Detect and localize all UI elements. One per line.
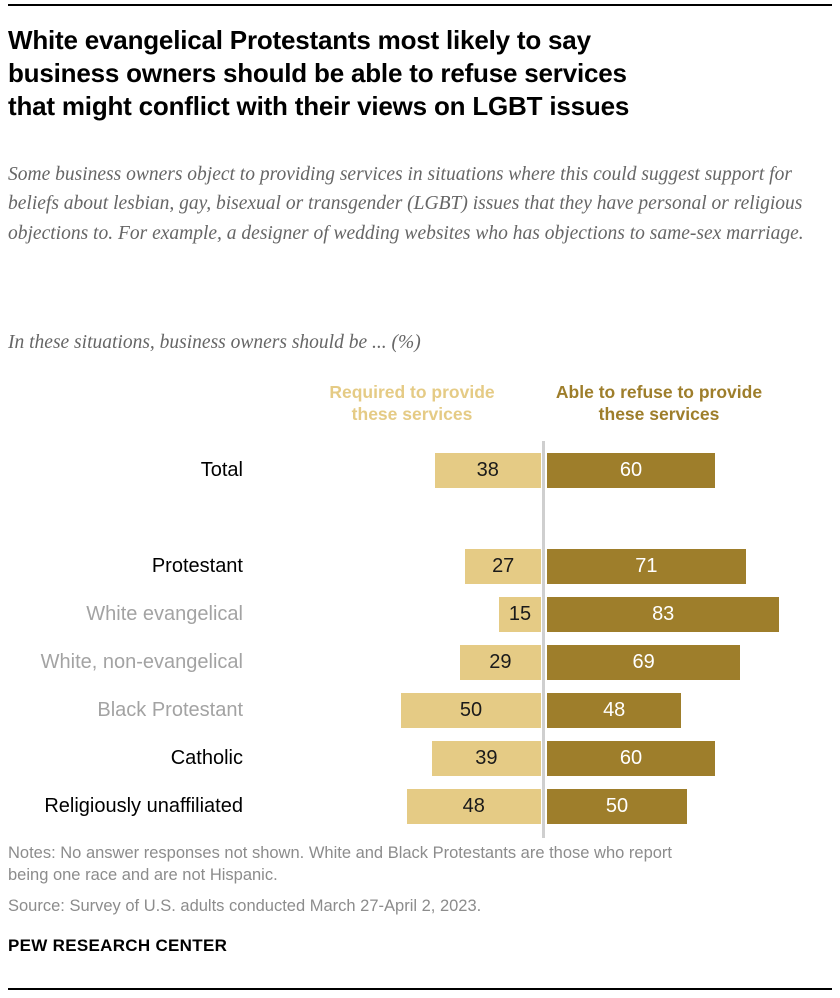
required-bar: 15 <box>499 597 541 632</box>
required-value: 50 <box>459 699 483 721</box>
refuse-bar: 48 <box>547 693 682 728</box>
refuse-value: 69 <box>632 651 655 673</box>
required-value: 15 <box>508 603 532 625</box>
required-bar: 39 <box>431 741 541 776</box>
chart-source: Source: Survey of U.S. adults conducted … <box>8 897 482 915</box>
chart-description: Some business owners object to providing… <box>8 164 804 244</box>
legend-required-header: Required to provide these services <box>329 382 495 424</box>
pew-research-center-logo: PEW RESEARCH CENTER <box>8 936 228 955</box>
refuse-value: 60 <box>619 747 643 769</box>
category-label: Black Protestant <box>97 699 243 721</box>
refuse-value: 83 <box>652 603 675 625</box>
required-value: 48 <box>462 795 485 817</box>
top-rule <box>8 4 832 6</box>
required-value: 29 <box>489 651 512 673</box>
category-label: Protestant <box>151 555 243 577</box>
required-bar: 50 <box>401 693 541 728</box>
category-label: Total <box>200 459 243 481</box>
legend-refuse-header: Able to refuse to provide these services <box>555 382 763 424</box>
refuse-bar: 69 <box>547 645 741 680</box>
question-prompt: In these situations, business owners sho… <box>8 332 421 353</box>
required-value: 38 <box>476 459 499 481</box>
category-label: White, non-evangelical <box>40 651 243 673</box>
refuse-value: 50 <box>605 795 629 817</box>
category-label: Catholic <box>170 747 243 769</box>
diverging-bar-chart: Total 38 60 Protestant 27 71 White evangelical… <box>0 453 840 825</box>
category-label: Religiously unaffiliated <box>44 795 243 817</box>
required-bar: 29 <box>459 645 541 680</box>
refuse-value: 60 <box>619 459 643 481</box>
required-bar: 38 <box>434 453 541 488</box>
bottom-rule <box>8 988 832 990</box>
category-label: White evangelical <box>86 603 243 625</box>
required-value: 39 <box>475 747 498 769</box>
page-title: White evangelical Protestants most likel… <box>8 25 630 122</box>
refuse-bar: 60 <box>547 741 715 776</box>
required-value: 27 <box>492 555 515 577</box>
refuse-bar: 60 <box>547 453 715 488</box>
required-bar: 27 <box>465 549 541 584</box>
refuse-bar: 50 <box>547 789 687 824</box>
refuse-value: 71 <box>635 555 658 577</box>
center-axis-line <box>542 441 545 838</box>
refuse-bar: 71 <box>547 549 746 584</box>
refuse-bar: 83 <box>547 597 780 632</box>
required-bar: 48 <box>406 789 541 824</box>
chart-notes: Notes: No answer responses not shown. Wh… <box>8 844 673 885</box>
refuse-value: 48 <box>603 699 626 721</box>
